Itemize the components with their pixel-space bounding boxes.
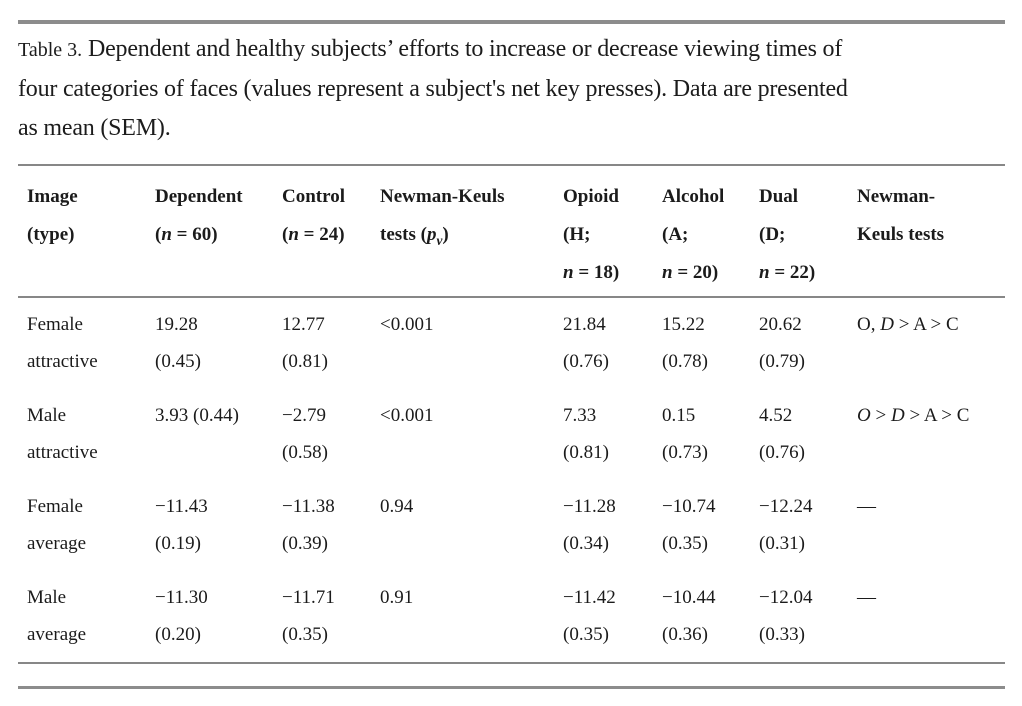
- column-header-image-type: Image (type): [18, 165, 155, 298]
- caption-line-2: four categories of faces (values represe…: [18, 76, 848, 102]
- table-cell: <0.001: [380, 405, 434, 426]
- table-row: Male attractive 3.93 (0.44) −2.79 (0.58) <0.0…: [18, 389, 1005, 480]
- column-header-newman-keuls: Newman- Keuls tests: [857, 165, 1005, 298]
- column-header-newman-keuls-pv: Newman-Keuls tests (pv): [380, 165, 563, 298]
- table-cell: —: [857, 571, 1005, 664]
- table-cell: 12.77 (0.81): [282, 314, 328, 372]
- table-cell: 3.93 (0.44): [155, 405, 239, 426]
- table-cell: 0.91: [380, 571, 563, 664]
- page: Table 3. Dependent and healthy subjects’…: [18, 20, 1005, 689]
- table-row: Female average −11.43 (0.19) −11.38 (0.39) 0.9…: [18, 480, 1005, 571]
- table-cell: −11.43 (0.19): [155, 496, 208, 554]
- caption-line-1: Dependent and healthy subjects’ efforts …: [87, 36, 843, 62]
- table-cell: —: [857, 496, 876, 517]
- column-header-dual: Dual (D; n = 22): [759, 165, 857, 298]
- table-cell: −11.28 (0.34): [563, 496, 616, 554]
- table-cell: O, D > A > C: [857, 314, 959, 335]
- table-row: Female attractive 19.28 (0.45) 12.77 (0.81) <0…: [18, 297, 1005, 389]
- table-cell: 20.62 (0.79): [759, 314, 805, 372]
- bottom-rule: [18, 686, 1005, 689]
- table-footer-gap: [18, 664, 1005, 686]
- table-caption: Table 3. Dependent and healthy subjects’…: [18, 30, 1005, 148]
- row-label: Male attractive: [27, 405, 98, 463]
- column-header-dependent: Dependent (n = 60): [155, 165, 282, 298]
- table-cell: −12.04 (0.33): [759, 571, 857, 664]
- row-label: Female attractive: [27, 314, 98, 372]
- header-row: Image (type) Dependent (n = 60) Control (n = …: [18, 165, 1005, 298]
- table-cell: 0.15 (0.73): [662, 405, 708, 463]
- table-row: Male average −11.30 (0.20) −11.71 (0.35) 0.91−…: [18, 571, 1005, 664]
- table-cell: −11.71 (0.35): [282, 571, 380, 664]
- table-cell: 7.33 (0.81): [563, 405, 609, 463]
- table-cell: −11.38 (0.39): [282, 496, 335, 554]
- table-cell: 19.28 (0.45): [155, 314, 201, 372]
- row-label: Male average: [18, 571, 155, 664]
- column-header-opioid: Opioid (H; n = 18): [563, 165, 662, 298]
- table-cell: 4.52 (0.76): [759, 405, 805, 463]
- table-cell: −10.44 (0.36): [662, 571, 759, 664]
- table-cell: <0.001: [380, 314, 434, 335]
- column-header-control: Control (n = 24): [282, 165, 380, 298]
- table-cell: −11.42 (0.35): [563, 571, 662, 664]
- table-cell: −10.74 (0.35): [662, 496, 716, 554]
- table-cell: 15.22 (0.78): [662, 314, 708, 372]
- table-cell: −12.24 (0.31): [759, 496, 813, 554]
- table-cell: O > D > A > C: [857, 405, 970, 426]
- top-rule: [18, 20, 1005, 24]
- table-cell: 21.84 (0.76): [563, 314, 609, 372]
- data-table: Image (type) Dependent (n = 60) Control (n = …: [18, 164, 1005, 664]
- table-caption-label: Table 3.: [18, 39, 83, 61]
- row-label: Female average: [27, 496, 87, 554]
- caption-line-3: as mean (SEM).: [18, 115, 171, 141]
- table-cell: 0.94: [380, 496, 414, 517]
- table-cell: −11.30 (0.20): [155, 571, 282, 664]
- column-header-alcohol: Alcohol (A; n = 20): [662, 165, 759, 298]
- table-cell: −2.79 (0.58): [282, 405, 328, 463]
